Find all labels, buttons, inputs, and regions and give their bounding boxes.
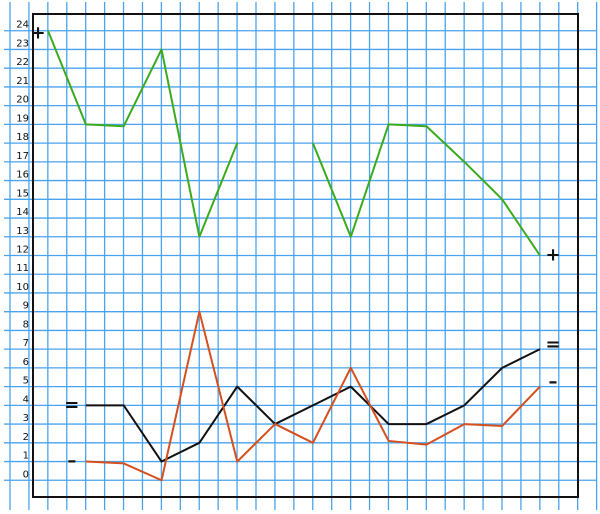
y-tick-label: 7 [23, 338, 29, 349]
y-tick-label: 15 [16, 188, 29, 199]
y-tick-label: 10 [16, 282, 29, 293]
y-tick-label: 4 [23, 394, 29, 405]
y-tick-label: 22 [16, 57, 29, 68]
series-line [47, 30, 541, 257]
y-tick-label: 5 [23, 376, 29, 387]
y-tick-label: 21 [16, 76, 29, 87]
series-label: = [545, 334, 560, 355]
y-tick-label: 20 [16, 95, 29, 106]
series-line [85, 310, 541, 482]
y-tick-label: 11 [16, 263, 29, 274]
y-tick-label: 24 [16, 20, 29, 31]
y-tick-label: 1 [23, 451, 29, 462]
y-tick-label: 17 [16, 151, 29, 162]
series-label: – [549, 372, 558, 393]
y-tick-label: 12 [16, 245, 29, 256]
series-label: – [67, 451, 76, 472]
y-tick-label: 13 [16, 226, 29, 237]
y-tick-label: 23 [16, 38, 29, 49]
y-tick-label: 6 [23, 357, 29, 368]
y-tick-label: 2 [23, 432, 29, 443]
y-tick-label: 16 [16, 170, 29, 181]
y-tick-label: 18 [16, 132, 29, 143]
y-tick-label: 9 [23, 301, 29, 312]
y-tick-label: 0 [23, 469, 29, 480]
series-label: + [30, 23, 45, 44]
series-label: = [64, 394, 79, 415]
y-tick-label: 8 [23, 319, 29, 330]
y-tick-label: 3 [23, 413, 29, 424]
y-tick-label: 19 [16, 113, 29, 124]
series-label: + [545, 245, 560, 266]
series-line [85, 348, 541, 463]
y-tick-label: 14 [16, 207, 29, 218]
frame [32, 13, 579, 498]
